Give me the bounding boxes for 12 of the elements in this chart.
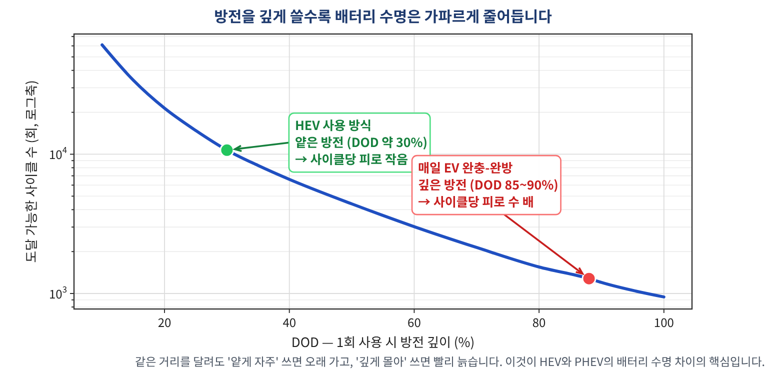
x-tick-label: 20 [158,314,172,331]
y-tick-label: 10$^{3}$ [49,284,68,303]
x-axis-title: DOD — 1회 사용 시 방전 깊이 (%) [291,332,475,351]
x-tick-label: 40 [282,314,296,331]
x-tick-label: 60 [408,314,422,331]
x-tick-label: 80 [532,314,546,331]
y-axis-title: 도달 가능한 사이클 수 (회, 로그축) [21,80,40,263]
chart-title: 방전을 깊게 쓸수록 배터리 수명은 가파르게 줄어듭니다 [214,6,552,27]
line-series [100,43,666,298]
y-tick-label: 10$^{4}$ [49,144,68,164]
x-tick-label: 100 [654,314,674,331]
text: 같은 거리를 달려도 '얕게 자주' 쓰면 오래 가고, '깊게 몰아' 쓰면 빨리 늙습니다. 이것이 HEV와 PHEV의 배터리 수명 차이의 핵심입니다. [135,354,765,370]
